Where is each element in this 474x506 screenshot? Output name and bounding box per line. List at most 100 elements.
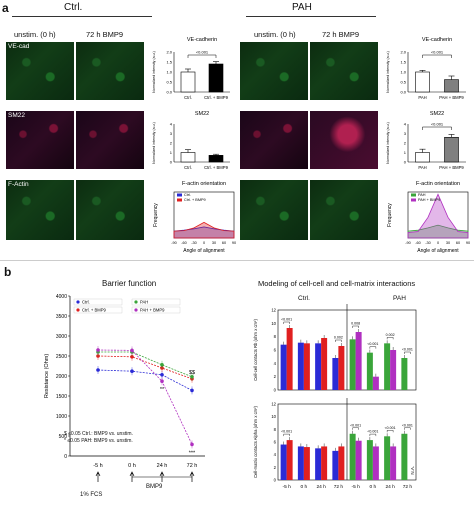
- legend-label: Ctrl. + BMP9: [184, 198, 206, 202]
- y-tick-label: 2: [170, 141, 173, 146]
- y-tick-label: 2000: [56, 374, 67, 380]
- panel-a-letter: a: [2, 1, 9, 15]
- chart-pah-sm22: SM22 Normalized intensity (a.u.) 0 1 2 3 4 PAH P…: [386, 111, 466, 170]
- x-tick-label: 0: [437, 241, 439, 245]
- x-tick-label: 0 h: [301, 484, 308, 490]
- chart-title: VE-cadherin: [422, 37, 452, 43]
- micrograph-pah-factin-bmp9: [310, 180, 378, 240]
- y-tick-label: 4: [170, 122, 173, 127]
- significance-bracket: [283, 433, 290, 437]
- chart-title: VE-cadherin: [187, 37, 217, 43]
- bar: [444, 79, 459, 93]
- x-tick-label: 0: [203, 241, 205, 245]
- x-tick-label: 24 h: [316, 484, 326, 490]
- y-axis-label: Cell-cell contacts Rb (ohm x cm²): [253, 319, 258, 381]
- bar: [315, 343, 322, 390]
- y-tick-label: 3000: [56, 334, 67, 340]
- x-tick-label: -30: [191, 241, 197, 245]
- p-value-label: <0.001: [281, 430, 292, 434]
- y-tick-label: 3: [404, 131, 407, 136]
- bar: [303, 447, 310, 480]
- panel-b-letter: b: [4, 265, 12, 279]
- annotation-ctrl-72h: $$: [189, 370, 195, 376]
- chart-barrier-function: Resistance (Ohm) 0 500 1000 1500 2000 2500 3000…: [44, 294, 205, 482]
- legend-label: PAH: [140, 300, 148, 305]
- x-tick-label: 24 h: [157, 463, 168, 469]
- series-line: [98, 351, 193, 378]
- x-tick-label: PAH + BMP9: [439, 95, 464, 100]
- legend-label: Ctrl.: [184, 193, 191, 197]
- bar: [444, 136, 459, 163]
- bar: [384, 436, 391, 480]
- bar: [338, 346, 345, 390]
- y-tick-label: 1.0: [166, 70, 172, 75]
- x-tick-label: Ctrl. + BMP9: [204, 165, 229, 170]
- column-label-unstim-pah: unstim. (0 h): [254, 30, 296, 39]
- bar: [315, 448, 322, 480]
- bar: [390, 446, 397, 480]
- x-tick-label: 60: [456, 241, 460, 245]
- timepoint-arrow: [95, 471, 101, 482]
- p-value-label: 0.008: [351, 322, 360, 326]
- p-value-label: 0.002: [334, 336, 343, 340]
- group-underline-ctrl: [12, 16, 152, 17]
- series-line: [97, 369, 193, 391]
- x-tick-label: 30: [446, 241, 450, 245]
- x-tick-label: 72 h: [403, 484, 413, 490]
- bar: [286, 328, 293, 390]
- chart-ctrl-sm22: SM22 Normalized intensity (a.u.) 0 1 2 3 4 Ctrl…: [152, 111, 230, 170]
- legend-swatch: [411, 193, 416, 197]
- x-axis-label: Angle of alignment: [183, 248, 225, 254]
- significance-bracket: [422, 126, 452, 130]
- y-axis-label: Normalized intensity (a.u.): [386, 122, 390, 164]
- y-tick-label: 10: [271, 414, 276, 419]
- chart-ctrl-vecad: VE-cadherin Normalized intensity (a.u.) 0.…: [152, 37, 230, 100]
- p-value-label: <0.001: [402, 423, 413, 427]
- significance-bracket: [369, 346, 377, 349]
- legend-box: [73, 306, 123, 314]
- y-axis-label: Frequency: [387, 203, 393, 227]
- annotation-pah-72h: ***: [189, 450, 196, 456]
- bar: [297, 446, 304, 480]
- legend-label: PAH: [418, 193, 426, 197]
- significance-bracket: [283, 321, 290, 324]
- bar: [297, 342, 304, 390]
- column-label-unstim-ctrl: unstim. (0 h): [14, 30, 56, 39]
- significance-bracket: [386, 337, 394, 340]
- y-tick-label: 12: [271, 308, 276, 313]
- legend-box: [131, 298, 181, 306]
- column-label-bmp9-pah: 72 h BMP9: [322, 30, 360, 39]
- y-tick-label: 2.0: [400, 50, 406, 55]
- y-tick-label: 8: [274, 334, 277, 339]
- x-tick-label: PAH: [418, 165, 426, 170]
- y-tick-label: 0.5: [400, 80, 406, 85]
- chart-title: F-actin orientation: [182, 181, 226, 187]
- x-tick-label: -5 h: [93, 463, 102, 469]
- chart-ctrl-factin: F-actin orientation Frequency Angle of ali…: [153, 181, 236, 254]
- y-tick-label: 1000: [56, 414, 67, 420]
- barrier-footnote-1: $ ≤0.05 Ctrl.: BMP9 vs. unstim.: [64, 431, 133, 437]
- x-tick-label: -30: [425, 241, 431, 245]
- p-value-label: 0.002: [386, 333, 395, 337]
- chart-rb-contacts: Cell-cell contacts Rb (ohm x cm²) 0 2 4 6 8 10…: [253, 304, 417, 393]
- timepoint-arrow: [159, 471, 165, 482]
- bar: [415, 71, 430, 93]
- chart-title: F-actin orientation: [416, 181, 460, 187]
- y-tick-label: 10: [271, 321, 276, 326]
- row-label-vecad: VE-cad: [8, 43, 30, 50]
- p-value-label: <0.001: [350, 423, 361, 427]
- y-tick-label: 2.0: [166, 50, 172, 55]
- micrograph-ctrl-factin-unstim: F-Actin: [6, 180, 74, 240]
- bar: [321, 338, 328, 390]
- group-label-pah: PAH: [292, 2, 312, 13]
- x-tick-label: -5 h: [282, 484, 291, 490]
- p-value-label: <0.001: [367, 342, 378, 346]
- modeling-title: Modeling of cell-cell and cell-matrix in…: [258, 279, 416, 288]
- micrograph-pah-sm22-unstim: [240, 111, 308, 169]
- legend-label: PAH + BMP9: [140, 308, 165, 313]
- y-tick-label: 3500: [56, 314, 67, 320]
- y-tick-label: 1: [404, 150, 407, 155]
- significance-bracket: [422, 54, 452, 58]
- significance-bracket: [404, 427, 411, 430]
- area-series: [407, 193, 469, 239]
